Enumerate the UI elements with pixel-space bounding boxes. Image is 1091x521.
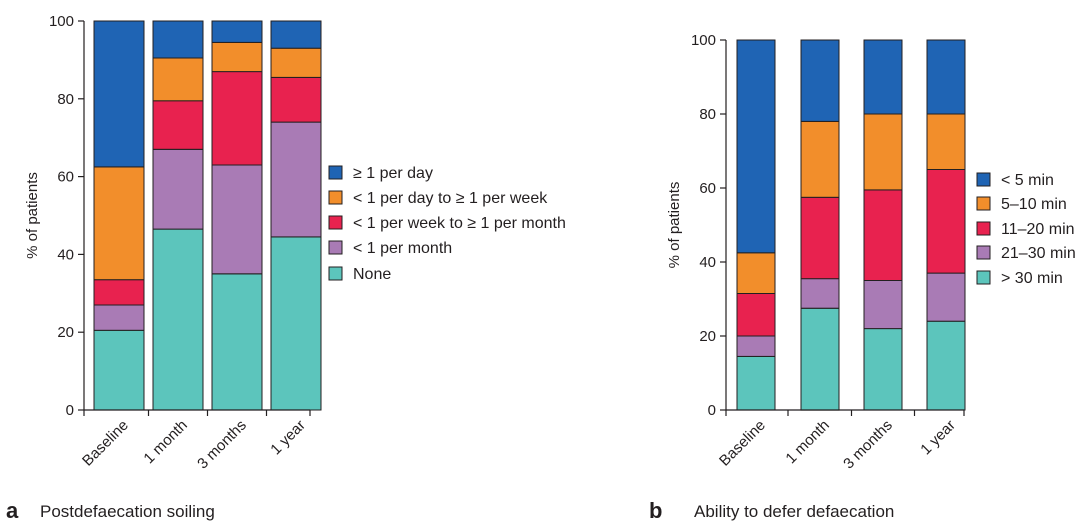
y-tick-label: 100 xyxy=(49,13,74,30)
legend-swatch xyxy=(328,266,343,281)
y-axis-title: % of patients xyxy=(666,182,683,269)
y-tick-label: 80 xyxy=(57,91,74,108)
bar-segment-1-year-s2 xyxy=(270,76,322,123)
bar-segment-1-month-s0 xyxy=(152,228,204,411)
bar-segment-1-month-s3 xyxy=(800,120,840,198)
y-tick-label: 60 xyxy=(57,169,74,186)
legend-label: None xyxy=(353,266,391,283)
bar-segment-baseline-s0 xyxy=(93,329,145,411)
bar-segment-baseline-s0 xyxy=(736,355,776,411)
bar-segment-baseline-s3 xyxy=(93,166,145,281)
legend-label: < 1 per day to ≥ 1 per week xyxy=(353,190,548,207)
bar-segment-1-month-s4 xyxy=(152,20,204,59)
y-tick-label: 0 xyxy=(708,402,716,419)
bar-segment-baseline-s2 xyxy=(736,292,776,337)
legend-swatch xyxy=(976,245,991,260)
bar-segment-3-months-s0 xyxy=(211,273,263,411)
legend-swatch xyxy=(976,221,991,236)
x-tick-label: 1 month xyxy=(782,417,832,467)
bar-segment-3-months-s1 xyxy=(863,280,903,330)
bar-segment-baseline-s2 xyxy=(93,279,145,306)
bar-segment-1-year-s0 xyxy=(926,320,966,411)
bar-segment-1-month-s4 xyxy=(800,39,840,122)
legend-swatch xyxy=(976,196,991,211)
y-tick-label: 60 xyxy=(699,180,716,197)
bar-segment-1-month-s1 xyxy=(152,148,204,230)
panel-caption: Postdefaecation soiling xyxy=(40,502,215,521)
legend-label: > 30 min xyxy=(1001,270,1063,287)
bar-segment-baseline-s4 xyxy=(736,39,776,254)
bar-segment-1-year-s2 xyxy=(926,169,966,274)
bar-segment-1-month-s1 xyxy=(800,278,840,309)
legend-swatch xyxy=(976,172,991,187)
x-tick-label: Baseline xyxy=(716,417,769,470)
legend-swatch xyxy=(328,215,343,230)
x-tick-label: 3 months xyxy=(840,417,896,473)
y-tick-label: 20 xyxy=(699,328,716,345)
legend-swatch xyxy=(328,165,343,180)
bar-segment-baseline-s1 xyxy=(93,304,145,331)
legend-label: < 1 per month xyxy=(353,240,452,257)
bar-segment-3-months-s4 xyxy=(211,20,263,43)
bar-segment-1-year-s4 xyxy=(270,20,322,49)
bar-segment-3-months-s4 xyxy=(863,39,903,115)
y-tick-label: 0 xyxy=(66,402,74,419)
legend-swatch xyxy=(328,190,343,205)
y-tick-label: 20 xyxy=(57,324,74,341)
legend-label: ≥ 1 per day xyxy=(353,165,433,182)
bar-segment-3-months-s0 xyxy=(863,328,903,411)
bar-segment-1-month-s2 xyxy=(800,196,840,280)
bar-segment-1-month-s0 xyxy=(800,307,840,411)
x-tick-label: Baseline xyxy=(79,417,132,470)
y-tick-label: 40 xyxy=(57,246,74,263)
bar-segment-3-months-s2 xyxy=(863,189,903,281)
legend-label: < 1 per week to ≥ 1 per month xyxy=(353,215,566,232)
panel-caption: Ability to defer defaecation xyxy=(694,502,894,521)
bar-segment-1-year-s3 xyxy=(270,47,322,78)
legend-swatch xyxy=(976,270,991,285)
bar-segment-baseline-s3 xyxy=(736,252,776,295)
bar-segment-3-months-s1 xyxy=(211,164,263,275)
y-tick-label: 40 xyxy=(699,254,716,271)
bar-segment-1-year-s1 xyxy=(270,121,322,238)
y-axis-title: % of patients xyxy=(24,172,41,259)
bar-segment-3-months-s3 xyxy=(211,41,263,73)
legend-label: < 5 min xyxy=(1001,172,1054,189)
panel-letter: b xyxy=(649,498,662,521)
legend-label: 21–30 min xyxy=(1001,245,1076,262)
y-tick-label: 80 xyxy=(699,106,716,123)
bar-segment-baseline-s4 xyxy=(93,20,145,168)
panel-letter: a xyxy=(6,498,19,521)
bar-segment-1-year-s3 xyxy=(926,113,966,170)
x-tick-label: 1 year xyxy=(917,417,959,459)
bar-segment-1-year-s0 xyxy=(270,236,322,411)
bar-segment-3-months-s2 xyxy=(211,71,263,166)
bar-segment-3-months-s3 xyxy=(863,113,903,191)
bar-segment-1-month-s2 xyxy=(152,100,204,150)
legend-label: 11–20 min xyxy=(1001,221,1075,238)
x-tick-label: 1 month xyxy=(140,417,190,467)
x-tick-label: 3 months xyxy=(194,417,250,473)
legend-label: 5–10 min xyxy=(1001,196,1067,213)
bar-segment-1-year-s1 xyxy=(926,272,966,322)
bar-segment-1-month-s3 xyxy=(152,57,204,102)
bar-segment-1-year-s4 xyxy=(926,39,966,115)
legend-swatch xyxy=(328,240,343,255)
panel-a-chart: 0 20 40 60 80 100 Baseline 1 month 3 months 1 yea… xyxy=(6,13,566,521)
y-tick-label: 100 xyxy=(691,32,716,49)
bar-segment-baseline-s1 xyxy=(736,335,776,357)
panel-b-chart: 0 20 40 60 80 100 Baseline 1 month 3 months 1 yea… xyxy=(649,32,1076,521)
x-tick-label: 1 year xyxy=(267,417,309,459)
